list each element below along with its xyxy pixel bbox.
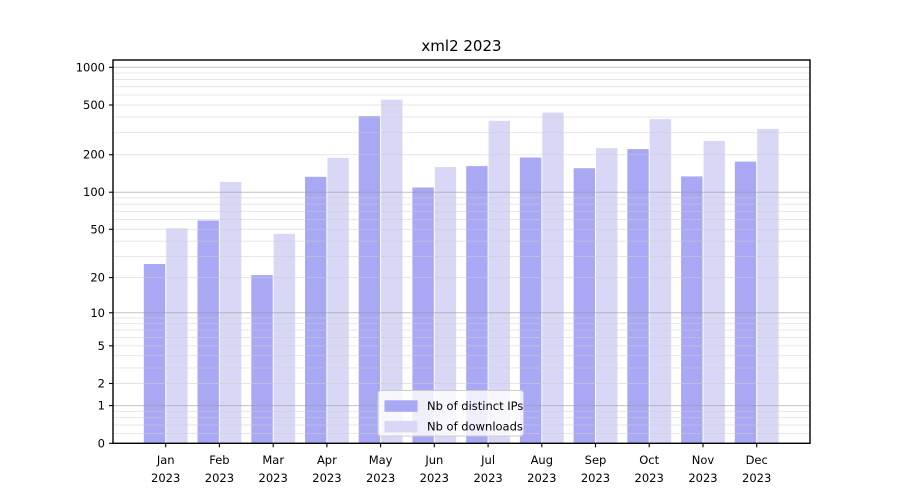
bar-oct-downloads [649,119,672,444]
x-tick-label-jan: Jan 2023 [151,453,180,485]
bar-sep-distinct-ips [573,168,595,444]
bar-jun-distinct-ips [412,187,434,444]
y-tick-label-1: 1 [98,399,105,413]
bar-jul-distinct-ips [466,166,488,444]
bar-may-distinct-ips [358,116,381,444]
bar-apr-distinct-ips [305,176,327,444]
legend-swatch-distinct-ips [384,400,418,412]
x-tick-label-aug: Aug 2023 [527,453,556,485]
x-tick-label-mar: Mar 2023 [259,453,288,485]
legend-label-downloads: Nb of downloads [427,420,523,434]
x-tick-label-jul: Jul 2023 [473,453,502,485]
x-tick-label-feb: Feb 2023 [205,453,234,485]
bar-jun-downloads [434,167,457,444]
bar-feb-distinct-ips [197,220,219,444]
y-tick-label-50: 50 [90,222,105,236]
bar-may-downloads [381,99,403,444]
x-tick-label-oct: Oct 2023 [635,453,664,485]
y-axis: 0 1 2 5 10 20 50 100 200 500 1000 [76,60,113,450]
x-tick-label-may: May 2023 [366,453,395,485]
y-tick-label-100: 100 [83,185,105,199]
bar-dec-downloads [757,128,779,444]
gridlines [113,66,810,434]
bar-nov-distinct-ips [681,176,703,444]
chart-title: xml2 2023 [421,37,502,55]
legend-label-distinct-ips: Nb of distinct IPs [427,399,523,413]
bar-mar-downloads [273,233,296,444]
y-tick-label-2: 2 [98,377,105,391]
bar-nov-downloads [703,140,725,444]
y-tick-label-20: 20 [90,271,105,285]
bar-mar-distinct-ips [251,275,273,444]
bar-dec-distinct-ips [734,161,757,444]
y-tick-label-5: 5 [98,339,105,353]
x-tick-label-jun: Jun 2023 [420,453,449,485]
y-tick-label-200: 200 [83,148,105,162]
y-tick-label-500: 500 [83,98,105,112]
x-tick-label-apr: Apr 2023 [312,453,341,485]
x-tick-label-dec: Dec 2023 [742,453,771,485]
bar-jan-distinct-ips [143,264,166,444]
x-axis: Jan 2023 Feb 2023 Mar 2023 Apr 2023 May 2023 Jun 20… [151,443,771,485]
y-tick-label-0: 0 [98,436,105,450]
bar-jan-downloads [166,228,188,444]
bar-sep-downloads [596,148,618,444]
legend-swatch-downloads [384,420,418,433]
bar-oct-distinct-ips [627,149,649,444]
bar-jul-downloads [488,120,510,444]
legend: Nb of distinct IPs Nb of downloads [377,390,524,437]
x-tick-label-nov: Nov 2023 [688,453,717,485]
bar-apr-downloads [327,157,349,444]
x-tick-label-sep: Sep 2023 [581,453,610,485]
y-tick-label-1000: 1000 [76,60,105,74]
plot-border [112,59,811,444]
y-tick-label-10: 10 [90,306,105,320]
